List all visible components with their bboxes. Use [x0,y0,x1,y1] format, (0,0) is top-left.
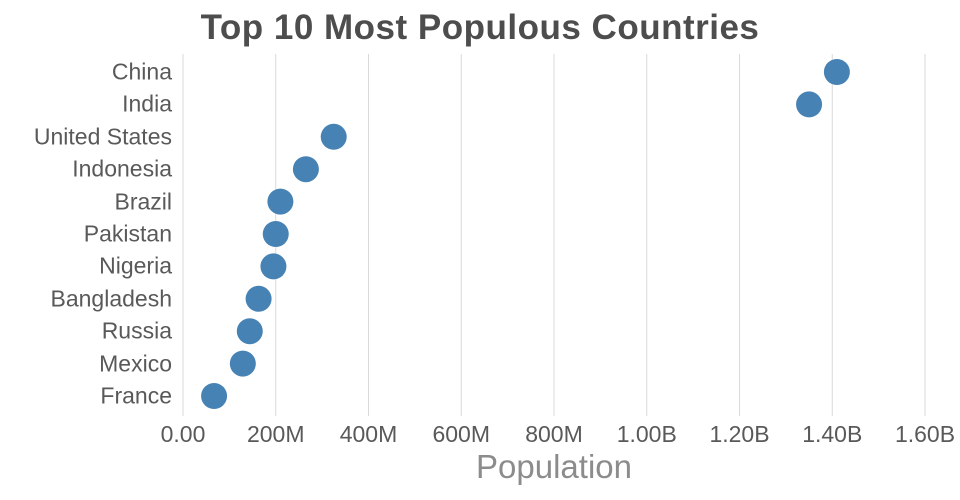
y-tick-label-france: France [100,382,172,409]
y-tick-label-nigeria: Nigeria [99,252,172,279]
x-tick-label-1.20b: 1.20B [709,421,770,447]
chart-title: Top 10 Most Populous Countries [200,8,760,47]
data-point-indonesia [292,156,319,183]
x-tick-label-1.40b: 1.40B [802,421,863,447]
data-point-pakistan [262,221,289,247]
data-point-brazil [267,188,294,215]
data-point-china [823,59,850,85]
x-tick-label-600m: 600M [432,421,491,447]
y-tick-label-indonesia: Indonesia [72,155,172,182]
data-point-united-states [320,123,347,150]
y-tick-label-india: India [122,90,172,117]
data-point-mexico [229,350,256,377]
y-tick-label-united-states: United States [33,123,172,150]
y-tick-label-bangladesh: Bangladesh [50,285,173,312]
x-tick-label-400m: 400M [339,421,398,447]
y-tick-label-mexico: Mexico [99,350,172,377]
x-tick-label-1.00b: 1.00B [616,421,677,447]
data-point-russia [236,318,263,345]
data-point-france [201,383,228,409]
y-tick-label-brazil: Brazil [114,188,172,215]
data-point-india [796,91,823,118]
x-tick-label-1.60b: 1.60B [894,421,956,447]
x-tick-label-0.00: 0.00 [160,421,206,447]
data-point-nigeria [260,253,287,280]
x-axis-label: Population [476,448,632,485]
y-tick-label-russia: Russia [101,317,172,344]
x-tick-label-800m: 800M [525,421,583,447]
data-point-bangladesh [245,285,272,312]
x-tick-label-200m: 200M [246,421,305,447]
y-tick-label-pakistan: Pakistan [83,220,172,247]
y-tick-label-china: China [111,58,172,85]
